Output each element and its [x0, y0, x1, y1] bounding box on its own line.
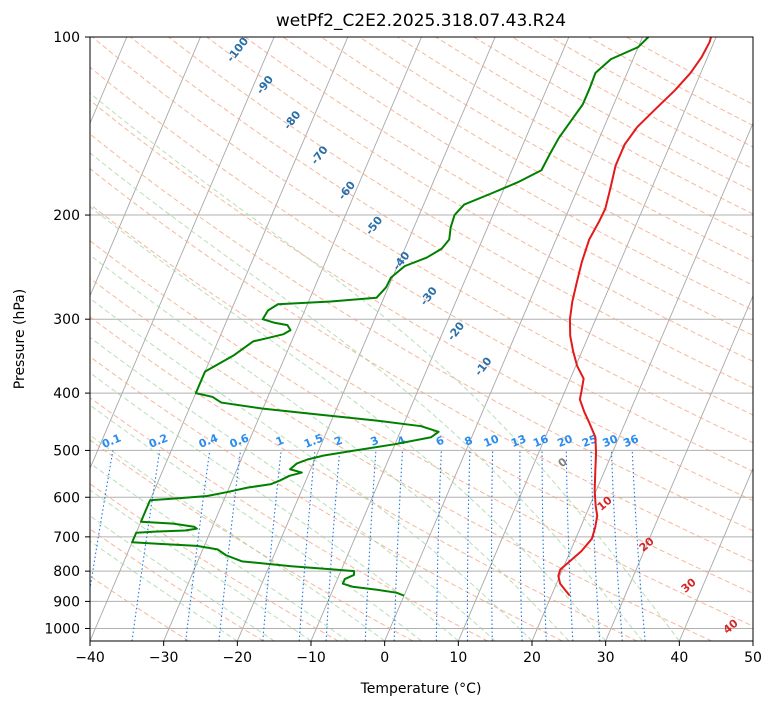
- mixing-ratio-label: 10: [482, 432, 501, 450]
- moist-adiabat-line: [90, 462, 349, 641]
- dry-adiabat-line: [90, 240, 753, 627]
- y-tick-label: 500: [53, 443, 80, 459]
- mixing-ratio-line: [218, 450, 242, 641]
- dry-adiabat-line: [90, 397, 488, 641]
- plot-background: [90, 37, 753, 641]
- dry-adiabat-line: [244, 37, 753, 336]
- dry-adiabat-line: [90, 66, 753, 472]
- dry-adiabat-line: [90, 439, 414, 641]
- y-tick-label: 800: [53, 564, 80, 580]
- moist-adiabat-line: [90, 515, 275, 641]
- plot-frame: [89, 36, 754, 642]
- dry-adiabat-line: [130, 37, 753, 416]
- isotherm-line: [163, 37, 422, 641]
- mixing-ratio-label: 3: [369, 434, 381, 449]
- y-tick-label: 200: [53, 208, 80, 224]
- moist-adiabat-line: [90, 152, 643, 641]
- moist-adiabat-line: [90, 297, 533, 641]
- x-tick-label: −30: [149, 650, 179, 666]
- profile-series: [131, 37, 712, 597]
- isotherm-line: [384, 37, 643, 641]
- y-tick-label: 100: [53, 30, 80, 46]
- dry-adiabat-line: [206, 37, 753, 362]
- moist-adiabat-line: [90, 254, 570, 641]
- dry-adiabat-line: [90, 528, 264, 641]
- moist-adiabat-line: [90, 404, 422, 641]
- x-tick-label: −40: [75, 650, 105, 666]
- isotherm-line: [90, 37, 201, 298]
- moist-adiabat-line: [90, 206, 607, 641]
- dry-adiabat-line: [90, 203, 753, 594]
- dry-adiabat-line: [90, 168, 753, 563]
- y-tick-label: 1000: [44, 621, 80, 637]
- axes-ticks: −40 −30 −20 −10 0 10 20 30 40 50 100 200 300 400 500 60…: [44, 30, 762, 666]
- dry-adiabat-line: [90, 356, 563, 641]
- mixing-ratio-label: 8: [463, 434, 475, 449]
- mixing-ratio-label: 36: [621, 432, 640, 450]
- pressure-gridlines: [90, 37, 753, 629]
- moist-adiabat-line: [90, 489, 312, 641]
- y-tick-label: 900: [53, 594, 80, 610]
- isotherm-line: [678, 467, 753, 641]
- mixing-ratio-line: [185, 450, 211, 641]
- x-tick-label: 20: [523, 650, 541, 666]
- dry-adiabat-line: [90, 316, 638, 641]
- moist-adiabat-line: [90, 540, 238, 641]
- dry-adiabat-line: [90, 133, 753, 532]
- mixing-ratio-label: 2: [332, 434, 344, 449]
- dry-adiabats: [90, 37, 753, 641]
- isotherm-line: [457, 37, 717, 641]
- dry-adiabat-line: [168, 37, 753, 389]
- y-tick-label: 300: [53, 312, 80, 328]
- mixing-ratio-label: 20: [555, 432, 574, 450]
- isotherm-line: [531, 122, 753, 641]
- dewpoint-profile-line: [131, 37, 650, 597]
- temperature-profile-line: [557, 37, 712, 597]
- mixing-ratio-label: 1: [274, 434, 286, 449]
- mixing-ratio-line: [131, 450, 161, 641]
- dry-adiabat-line: [90, 99, 753, 502]
- moist-adiabat-line: [90, 92, 680, 641]
- mixing-ratio-lines: [90, 450, 646, 641]
- mixing-ratio-label: 30: [601, 432, 620, 450]
- moist-adiabats: [90, 92, 680, 641]
- x-tick-label: 30: [597, 650, 615, 666]
- x-axis-label: Temperature (°C): [360, 681, 482, 697]
- mixing-ratio-label: 16: [531, 432, 550, 450]
- dry-adiabat-line: [90, 483, 339, 641]
- x-tick-label: 10: [449, 650, 467, 666]
- x-tick-label: 50: [744, 650, 762, 666]
- x-tick-label: 0: [380, 650, 389, 666]
- mixing-ratio-line: [90, 450, 114, 593]
- moist-adiabat-line: [90, 336, 496, 641]
- y-axis-label: Pressure (hPa): [12, 289, 28, 389]
- chart-title: wetPf2_C2E2.2025.318.07.43.R24: [276, 11, 566, 31]
- y-tick-label: 700: [53, 530, 80, 546]
- x-tick-label: −10: [296, 650, 326, 666]
- y-tick-label: 400: [53, 386, 80, 402]
- y-tick-label: 600: [53, 490, 80, 506]
- isotherm-line: [236, 37, 496, 641]
- isotherm-line: [605, 294, 753, 641]
- mixing-ratio-label: 13: [509, 432, 528, 450]
- x-tick-label: −20: [223, 650, 253, 666]
- x-tick-label: 40: [670, 650, 688, 666]
- dry-adiabat-line: [90, 277, 712, 641]
